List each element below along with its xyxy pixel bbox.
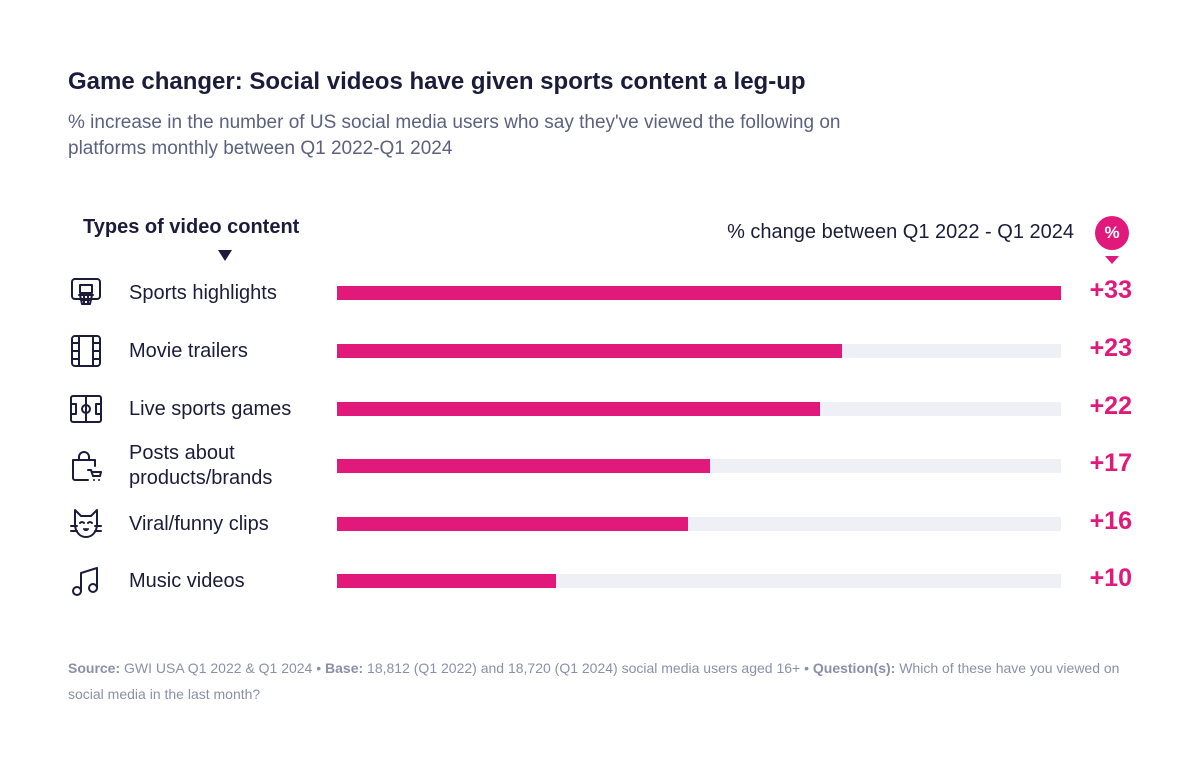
- source-text: GWI USA Q1 2022 & Q1 2024 •: [120, 660, 326, 676]
- category-label: Viral/funny clips: [129, 512, 269, 535]
- bar: [337, 574, 557, 588]
- value-label: +33: [1089, 276, 1132, 304]
- bar-track: [337, 344, 1061, 358]
- bar-row: Live sports games +22: [0, 384, 1200, 434]
- base-text: 18,812 (Q1 2022) and 18,720 (Q1 2024) so…: [363, 660, 813, 676]
- chart-title: Game changer: Social videos have given s…: [68, 68, 806, 95]
- chart-subtitle: % increase in the number of US social me…: [68, 112, 841, 159]
- category-label: Sports highlights: [129, 281, 277, 304]
- value-header: % change between Q1 2022 - Q1 2024: [727, 221, 1074, 243]
- sports-field-icon: [68, 391, 104, 427]
- base-label: Base:: [325, 660, 364, 676]
- value-label: +22: [1089, 392, 1132, 420]
- value-label: +16: [1089, 507, 1132, 535]
- category-label: Live sports games: [129, 397, 292, 420]
- bar-row: Sports highlights +33: [0, 268, 1200, 318]
- category-label: Music videos: [129, 569, 245, 592]
- value-label: +17: [1089, 449, 1132, 477]
- bar: [337, 286, 1061, 300]
- value-label: +23: [1089, 334, 1132, 362]
- bar: [337, 517, 689, 531]
- footer-note: Source: GWI USA Q1 2022 & Q1 2024 • Base…: [68, 655, 1148, 707]
- cat-icon: [68, 506, 104, 542]
- music-note-icon: [68, 563, 104, 599]
- bar-track: [337, 574, 1061, 588]
- bar-track: [337, 517, 1061, 531]
- basketball-hoop-icon: [68, 275, 104, 311]
- bar: [337, 459, 710, 473]
- percent-badge-pointer: [1105, 256, 1119, 264]
- category-label: Movie trailers: [129, 339, 248, 362]
- bar-track: [337, 402, 1061, 416]
- bar-track: [337, 459, 1061, 473]
- category-header: Types of video content: [83, 216, 300, 238]
- question-label: Question(s):: [812, 660, 896, 676]
- bar-track: [337, 286, 1061, 300]
- percent-badge-icon: %: [1095, 216, 1129, 250]
- shopping-bag-cart-icon: [68, 448, 104, 484]
- category-label: Posts about products/brands: [129, 442, 273, 489]
- bar-row: Viral/funny clips +16: [0, 499, 1200, 549]
- down-arrow-icon: [218, 250, 232, 261]
- question-text: Which of these have you viewed on social…: [68, 660, 1120, 702]
- source-label: Source:: [68, 660, 121, 676]
- bar-row: Music videos +10: [0, 556, 1200, 606]
- bar-row: Posts about products/brands +17: [0, 441, 1200, 491]
- value-label: +10: [1089, 564, 1132, 592]
- bar: [337, 402, 820, 416]
- bar-row: Movie trailers +23: [0, 326, 1200, 376]
- film-icon: [68, 333, 104, 369]
- bar: [337, 344, 842, 358]
